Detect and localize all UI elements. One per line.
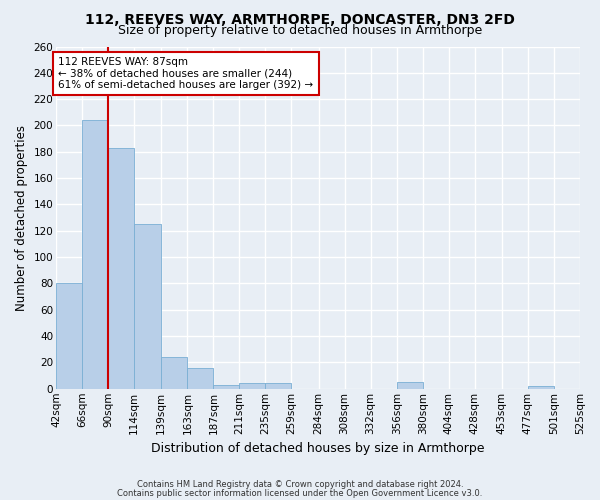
Text: 112, REEVES WAY, ARMTHORPE, DONCASTER, DN3 2FD: 112, REEVES WAY, ARMTHORPE, DONCASTER, D… (85, 12, 515, 26)
Y-axis label: Number of detached properties: Number of detached properties (15, 124, 28, 310)
Bar (187, 368, 214, 389)
Bar (239, 384, 265, 389)
Bar (161, 357, 187, 389)
Bar (397, 382, 423, 389)
Bar (214, 385, 239, 389)
Bar (134, 224, 161, 389)
Text: Size of property relative to detached houses in Armthorpe: Size of property relative to detached ho… (118, 24, 482, 37)
Bar (108, 148, 134, 389)
Text: Contains public sector information licensed under the Open Government Licence v3: Contains public sector information licen… (118, 488, 482, 498)
Bar (528, 386, 554, 389)
Bar (82, 120, 108, 389)
Text: Contains HM Land Registry data © Crown copyright and database right 2024.: Contains HM Land Registry data © Crown c… (137, 480, 463, 489)
Bar (265, 384, 292, 389)
Text: 112 REEVES WAY: 87sqm
← 38% of detached houses are smaller (244)
61% of semi-det: 112 REEVES WAY: 87sqm ← 38% of detached … (58, 57, 313, 90)
Bar (56, 284, 82, 389)
X-axis label: Distribution of detached houses by size in Armthorpe: Distribution of detached houses by size … (151, 442, 485, 455)
